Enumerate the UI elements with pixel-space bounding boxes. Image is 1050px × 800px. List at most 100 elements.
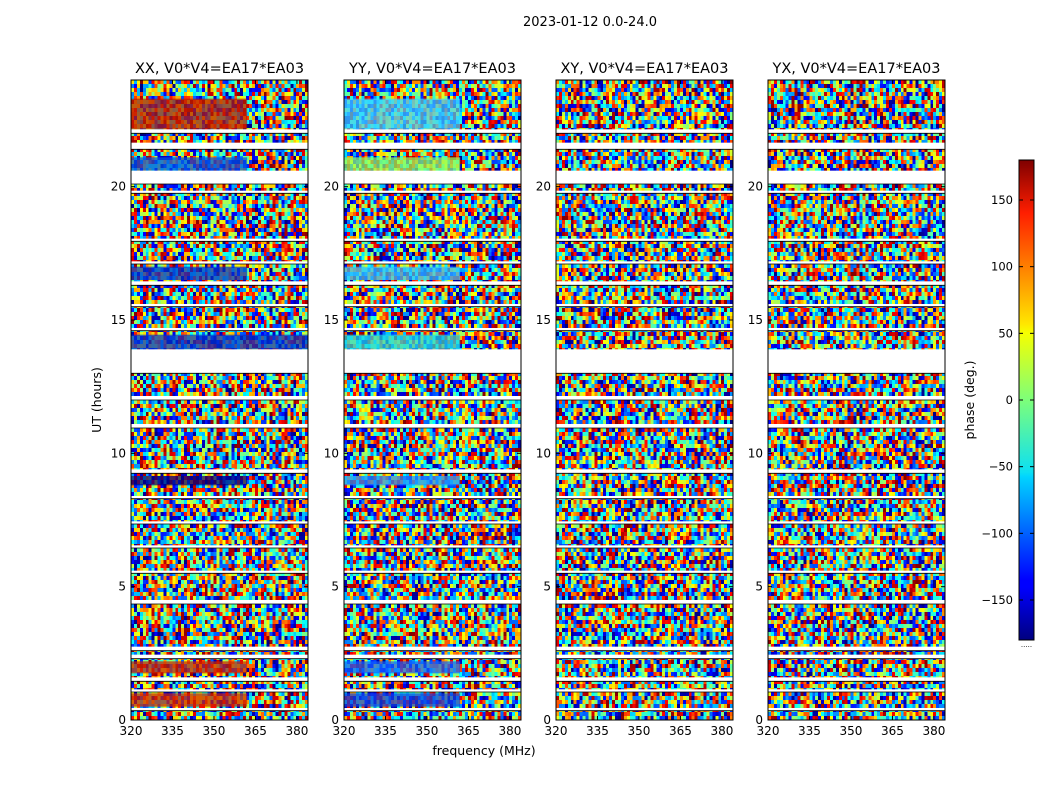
flagged-band	[768, 190, 945, 194]
flagged-band	[768, 281, 945, 286]
flagged-band	[131, 304, 308, 307]
flagged-band	[556, 396, 733, 400]
colorbar-label: phase (deg.)	[962, 361, 977, 440]
flagged-band	[344, 328, 521, 331]
flagged-band	[131, 170, 308, 184]
y-tick-label: 0	[755, 713, 763, 727]
flagged-band	[556, 261, 733, 264]
y-tick-label: 10	[324, 446, 339, 460]
flagged-band	[344, 689, 521, 692]
colorbar-tick-label: 150	[991, 193, 1013, 207]
axes-frame	[130, 79, 309, 721]
flagged-band	[131, 424, 308, 428]
phase-region	[131, 661, 248, 674]
x-tick-label: 350	[203, 724, 226, 738]
x-tick-label: 320	[120, 724, 143, 738]
y-tick-label: 15	[748, 313, 763, 327]
flagged-band	[131, 708, 308, 711]
flagged-band	[131, 328, 308, 331]
x-tick-label: 365	[669, 724, 692, 738]
phase-region	[344, 157, 461, 171]
flagged-band	[768, 654, 945, 659]
phase-region	[344, 98, 461, 130]
flagged-band	[131, 349, 308, 374]
flagged-band	[768, 496, 945, 499]
y-tick-label: 5	[543, 580, 551, 594]
flagged-band	[768, 261, 945, 264]
flagged-band	[344, 570, 521, 574]
flagged-band	[344, 646, 521, 651]
flagged-band	[344, 469, 521, 474]
flagged-band	[344, 349, 521, 374]
flagged-band	[556, 424, 733, 428]
y-tick-label: 20	[111, 180, 126, 194]
x-tick-label: 365	[244, 724, 267, 738]
y-tick-label: 20	[536, 180, 551, 194]
flagged-band	[344, 521, 521, 524]
y-tick-label: 10	[536, 446, 551, 460]
flagged-band	[344, 129, 521, 134]
flagged-band	[556, 677, 733, 682]
y-tick-label: 0	[331, 713, 339, 727]
flagged-band	[768, 349, 945, 374]
flagged-band	[556, 281, 733, 286]
flagged-band	[344, 281, 521, 286]
flagged-band	[768, 170, 945, 184]
flagged-band	[556, 646, 733, 651]
flagged-band	[131, 238, 308, 242]
x-tick-label: 350	[416, 724, 439, 738]
colorbar-footer: .....	[1021, 641, 1032, 649]
y-tick-label: 10	[748, 446, 763, 460]
flagged-band	[768, 424, 945, 428]
flagged-band	[131, 469, 308, 474]
axes-frame	[343, 79, 522, 721]
y-tick-label: 20	[748, 180, 763, 194]
flagged-band	[556, 521, 733, 524]
y-tick-label: 5	[118, 580, 126, 594]
flagged-band	[131, 677, 308, 682]
flagged-band	[768, 677, 945, 682]
flagged-band	[556, 654, 733, 659]
flagged-band	[344, 304, 521, 307]
flagged-band	[556, 689, 733, 692]
panel-title: XY, V0*V4=EA17*EA03	[560, 61, 728, 77]
flagged-band	[768, 396, 945, 400]
x-tick-label: 380	[498, 724, 521, 738]
flagged-band	[344, 424, 521, 428]
phase-region	[344, 266, 461, 280]
flagged-band	[344, 261, 521, 264]
x-tick-label: 365	[457, 724, 480, 738]
flagged-band	[344, 238, 521, 242]
phase-region	[131, 157, 248, 171]
phase-region	[344, 693, 461, 707]
panel-title: YX, V0*V4=EA17*EA03	[771, 61, 940, 77]
axes-frame	[555, 79, 734, 721]
y-tick-label: 15	[111, 313, 126, 327]
y-tick-label: 20	[324, 180, 339, 194]
x-tick-label: 350	[840, 724, 863, 738]
flagged-band	[131, 646, 308, 651]
panel-3: 320 335 350 365 380 0 5 10 15 20 XY, V0*V4=EA17*EA…	[536, 61, 734, 738]
flagged-band	[556, 328, 733, 331]
flagged-band	[556, 469, 733, 474]
x-tick-label: 335	[374, 724, 397, 738]
panels: 320 335 350 365 380 0 5 10 15 20 XX, V0*V4=EA17*EA…	[89, 61, 946, 758]
y-tick-label: 0	[118, 713, 126, 727]
x-axis-label: frequency (MHz)	[432, 743, 535, 758]
panel-title: YY, V0*V4=EA17*EA03	[348, 61, 516, 77]
y-tick-label: 10	[111, 446, 126, 460]
flagged-band	[131, 521, 308, 524]
panel-title: XX, V0*V4=EA17*EA03	[135, 61, 304, 77]
flagged-band	[556, 349, 733, 374]
flagged-band	[556, 570, 733, 574]
flagged-band	[131, 545, 308, 548]
y-tick-label: 15	[324, 313, 339, 327]
flagged-band	[344, 708, 521, 711]
flagged-band	[768, 646, 945, 651]
flagged-band	[768, 238, 945, 242]
flagged-band	[344, 654, 521, 659]
flagged-band	[556, 142, 733, 150]
flagged-band	[344, 600, 521, 604]
flagged-band	[131, 190, 308, 194]
x-tick-label: 320	[333, 724, 356, 738]
